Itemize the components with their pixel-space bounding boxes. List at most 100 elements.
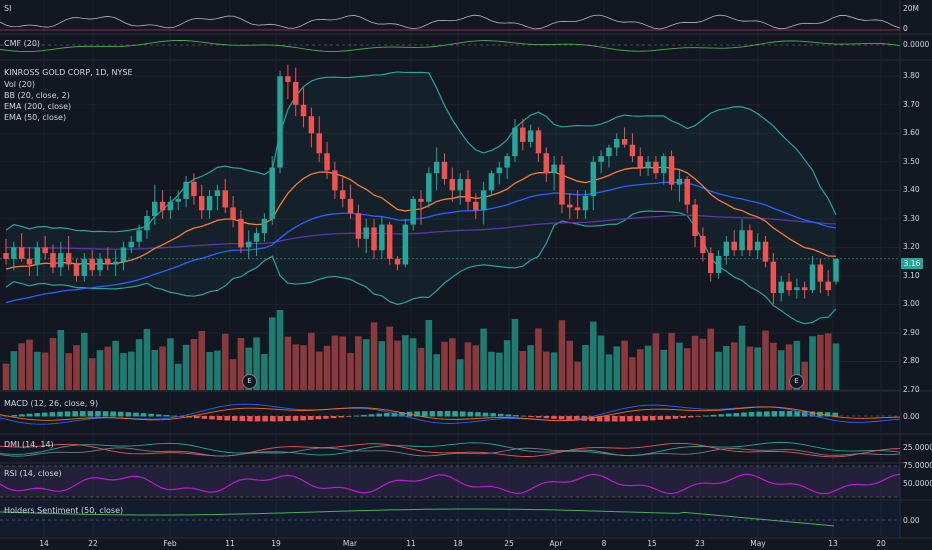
holders-band: [0, 502, 900, 536]
volume-bar: [268, 317, 276, 390]
macd-histogram-bar: [475, 412, 481, 417]
earnings-marker-may[interactable]: E: [789, 374, 804, 389]
rsi-label[interactable]: RSI (14, close): [4, 469, 62, 478]
volume-bar: [824, 333, 832, 390]
volume-bar: [315, 351, 323, 390]
macd-histogram-bar: [710, 414, 717, 417]
volume-bar: [308, 332, 315, 390]
macd-histogram-bar: [802, 411, 808, 417]
candle-body: [355, 213, 362, 239]
volume-bar: [558, 320, 566, 390]
time-axis-label: 19: [271, 539, 281, 548]
candle-body: [754, 241, 761, 251]
candle-body: [559, 164, 565, 205]
macd-histogram-bar: [323, 416, 329, 419]
volume-bar: [660, 349, 668, 390]
cmf-label: CMF (20): [4, 39, 41, 48]
candles: [0, 64, 900, 305]
rsi-line: [0, 473, 901, 495]
candle-body: [363, 227, 369, 239]
price-axis-label: 3.60: [903, 128, 920, 138]
macd-label[interactable]: MACD (12, 26, close, 9): [4, 399, 99, 408]
macd-histogram-bar: [665, 416, 671, 420]
candle-body: [684, 178, 690, 205]
macd-histogram-bar: [467, 411, 474, 417]
candle-body: [402, 224, 409, 265]
macd-histogram-bar: [376, 413, 382, 417]
macd-histogram-bar: [520, 415, 527, 417]
candle-body: [159, 201, 166, 211]
volume-bar: [621, 340, 628, 390]
volume-bars: [2, 310, 840, 390]
macd-histogram-bar: [308, 416, 314, 420]
candle-body: [199, 196, 205, 211]
si-axis-0: 0: [903, 24, 908, 33]
holders-label[interactable]: Holders Sentiment (50, close): [4, 506, 124, 515]
macd-histogram-bar: [391, 412, 398, 417]
macd-histogram-bar: [832, 412, 838, 417]
macd-histogram-bar: [551, 416, 557, 419]
candle-body: [731, 241, 737, 251]
volume-bar: [605, 354, 613, 390]
candle-body: [574, 207, 581, 211]
indicator-ema50[interactable]: EMA (50, close): [4, 113, 67, 122]
candle-body: [277, 76, 283, 168]
macd-histogram-bar: [695, 416, 702, 417]
volume-bar: [229, 359, 237, 390]
price-axis-label: 3.80: [903, 71, 920, 81]
volume-bar: [550, 352, 558, 390]
macd-histogram-bar: [627, 416, 633, 422]
candle-body: [50, 253, 56, 268]
macd-histogram-bar: [460, 411, 466, 417]
candle-body: [253, 233, 260, 242]
volume-bar: [636, 349, 644, 390]
macd-histogram-bar: [596, 416, 603, 422]
indicator-panes: [0, 14, 901, 536]
dmi-label[interactable]: DMI (14, 14): [4, 440, 54, 449]
volume-bar: [425, 320, 433, 390]
macd-histogram-bar: [163, 415, 170, 417]
candle-body: [488, 173, 495, 191]
earnings-marker-feb[interactable]: E: [242, 374, 257, 389]
time-axis-label: May: [750, 539, 766, 548]
rsi-band: [0, 466, 900, 497]
volume-bar: [480, 328, 487, 390]
volume-bar: [135, 339, 143, 390]
time-axis-label: 22: [88, 539, 98, 548]
candle-body: [527, 130, 534, 142]
macd-histogram-bar: [140, 413, 147, 417]
volume-bar: [542, 351, 550, 390]
dmi-minus-line: [0, 442, 901, 458]
volume-bar: [339, 336, 346, 390]
volume-bar: [613, 346, 621, 390]
candle-body: [606, 147, 612, 157]
dmi-axis-25: 25.0000: [903, 443, 932, 452]
volume-bar: [300, 345, 307, 390]
candle-body: [191, 181, 197, 197]
volume-bar: [574, 361, 581, 390]
indicator-ema200[interactable]: EMA (200, close): [4, 102, 72, 111]
time-axis-label: 23: [695, 539, 705, 548]
dmi-plus-line: [0, 441, 901, 456]
volume-bar: [49, 338, 57, 390]
si-axis-20m: 20M: [903, 4, 920, 13]
volume-bar: [441, 341, 448, 390]
volume-bar: [237, 338, 245, 390]
macd-histogram-bar: [771, 411, 778, 417]
symbol-title[interactable]: KINROSS GOLD CORP, 1D, NYSE: [4, 68, 133, 77]
macd-histogram-bar: [779, 411, 785, 417]
volume-bar: [527, 345, 534, 390]
indicator-bb[interactable]: BB (20, close, 2): [4, 91, 70, 100]
indicator-vol[interactable]: Vol (20): [4, 80, 35, 89]
macd-signal-line: [0, 406, 901, 422]
macd-histogram-bar: [444, 411, 451, 417]
macd-histogram-bar: [133, 412, 139, 417]
macd-histogram-bar: [574, 416, 580, 421]
macd-histogram-bar: [368, 414, 375, 417]
volume-bar: [57, 330, 65, 390]
macd-histogram-bar: [536, 416, 542, 418]
candle-body: [590, 161, 597, 197]
volume-bar: [362, 339, 370, 390]
candle-body: [238, 218, 244, 248]
